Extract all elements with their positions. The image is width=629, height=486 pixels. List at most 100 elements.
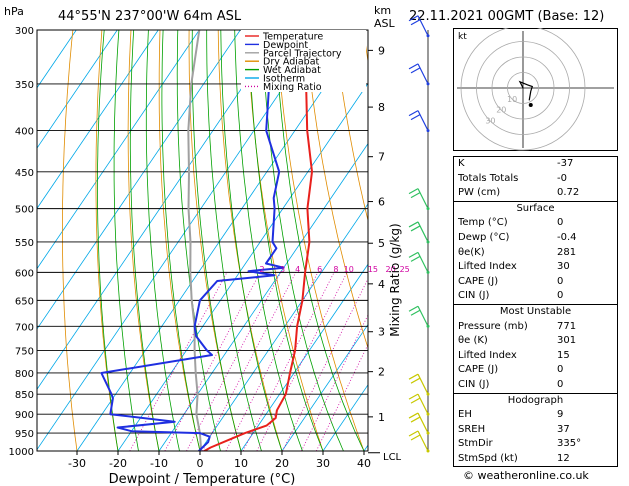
wind-barb xyxy=(417,110,429,131)
wet-adiabat-line xyxy=(261,30,344,451)
wind-barb-flag xyxy=(410,434,421,441)
isotherm-line xyxy=(37,30,159,210)
isotherm-line xyxy=(117,82,368,451)
wind-barb-flag xyxy=(408,373,419,380)
storm-motion-marker xyxy=(528,103,533,108)
legend-label: Isotherm xyxy=(263,74,305,85)
dry-adiabat-line xyxy=(246,30,324,451)
wind-barb-dot xyxy=(426,431,430,435)
temperature-tick-label: -20 xyxy=(109,457,127,470)
mixing-ratio-label: 10 xyxy=(344,265,354,274)
surface-dewp-label: Dewp (°C) xyxy=(458,231,510,243)
k-index-label: K xyxy=(458,158,465,169)
wind-barb xyxy=(417,188,429,209)
pressure-tick-label: 350 xyxy=(15,80,34,91)
stmspd-label: StmSpd (kt) xyxy=(458,452,518,464)
mixing-ratio-label: 15 xyxy=(368,265,378,274)
wind-barb xyxy=(417,15,429,37)
hodograph-ring-label: 20 xyxy=(496,106,506,115)
parcel-trajectory-line xyxy=(187,30,203,451)
dry-adiabat-line xyxy=(127,30,160,451)
surface-temp-value: 0 xyxy=(557,217,564,229)
pressure-tick-label: 450 xyxy=(15,168,34,179)
mixing-ratio-label: 3 xyxy=(280,265,285,274)
wind-barb xyxy=(417,412,429,434)
mu-li-row: Lifted Index 15 xyxy=(454,349,617,364)
k-index-row: K -37 xyxy=(454,157,617,172)
wind-barb-flag xyxy=(408,221,419,228)
wind-barb-dot xyxy=(426,392,430,396)
pressure-tick-label: 1000 xyxy=(9,447,34,458)
pressure-tick-label: 400 xyxy=(15,127,34,138)
hodograph-ring xyxy=(476,41,570,135)
dry-adiabat-line xyxy=(95,30,119,451)
surface-li-value: 30 xyxy=(557,261,570,273)
wind-barb-flag xyxy=(410,397,421,404)
asl-unit-label: ASL xyxy=(374,17,396,30)
totals-totals-row: Totals Totals -0 xyxy=(454,172,617,187)
wet-adiabat-line xyxy=(129,30,160,451)
hodograph-ring xyxy=(507,72,539,104)
wind-barb xyxy=(417,306,429,327)
wind-barb-flag xyxy=(408,110,419,117)
km-tick-label: 8 xyxy=(378,101,385,114)
km-unit-label: km xyxy=(374,4,391,17)
wind-profile xyxy=(408,15,430,453)
mixing-ratio-line xyxy=(315,343,368,451)
hodograph-section: Hodograph EH 9 SREH 37 StmDir 335° StmSpd (… xyxy=(454,392,617,467)
pw-value: 0.72 xyxy=(557,187,580,199)
sreh-label: SREH xyxy=(458,423,486,435)
surface-cin-row: CIN (J) 0 xyxy=(454,289,617,304)
pressure-tick-label: 500 xyxy=(15,205,34,216)
wind-barb-dot xyxy=(426,412,430,416)
x-axis-title: Dewpoint / Temperature (°C) xyxy=(109,472,296,486)
hodograph-title: Hodograph xyxy=(507,394,564,406)
wind-barb xyxy=(417,430,429,452)
wind-barb-flag xyxy=(408,15,419,22)
legend-label: Wet Adiabat xyxy=(263,65,321,76)
wind-barb xyxy=(417,221,429,243)
km-tick-label: 6 xyxy=(378,196,385,209)
wind-barb-flag xyxy=(410,309,421,316)
km-tick-label: 3 xyxy=(378,326,385,339)
temperature-line xyxy=(202,30,313,451)
mixing-ratio-line xyxy=(301,314,368,451)
wind-barb-dot xyxy=(426,34,430,38)
wind-barb xyxy=(417,373,429,395)
stmdir-row: StmDir 335° xyxy=(454,437,617,452)
mixing-ratio-line xyxy=(164,272,261,451)
wind-barb-flag xyxy=(410,377,421,384)
temperature-tick-label: 20 xyxy=(275,457,289,470)
isotherm-line xyxy=(158,142,368,451)
most-unstable-section: Most Unstable Pressure (mb) 771 θe (K) 301… xyxy=(454,303,617,393)
stmspd-row: StmSpd (kt) 12 xyxy=(454,452,617,467)
km-tick-label: 9 xyxy=(378,44,385,57)
wind-barb-flag xyxy=(408,305,419,312)
stmspd-value: 12 xyxy=(557,452,570,464)
pressure-tick-label: 650 xyxy=(15,296,34,307)
wind-barb xyxy=(417,252,429,273)
mu-li-value: 15 xyxy=(557,349,570,361)
eh-row: EH 9 xyxy=(454,408,617,423)
mu-cape-label: CAPE (J) xyxy=(458,364,499,376)
temperature-tick-label: 30 xyxy=(316,457,330,470)
mu-pressure-value: 771 xyxy=(557,320,577,332)
mixing-ratio-label: 4 xyxy=(295,265,300,274)
wet-adiabat-line xyxy=(206,30,262,451)
wind-barb-flag xyxy=(408,188,419,195)
pressure-tick-label: 950 xyxy=(15,429,34,440)
wind-barb-flag xyxy=(408,251,419,258)
mixing-ratio-label: 6 xyxy=(317,265,322,274)
wind-barb-dot xyxy=(426,129,430,133)
temperature-tick-label: -30 xyxy=(68,457,86,470)
dry-adiabat-line xyxy=(625,30,629,451)
legend-box xyxy=(241,30,366,92)
wind-barb-flag xyxy=(408,412,419,419)
surface-theta-value: 281 xyxy=(557,246,577,258)
km-tick-label: 2 xyxy=(378,366,385,379)
datetime-title: 22.11.2021 00GMT (Base: 12) xyxy=(409,9,604,24)
eh-label: EH xyxy=(458,409,472,421)
